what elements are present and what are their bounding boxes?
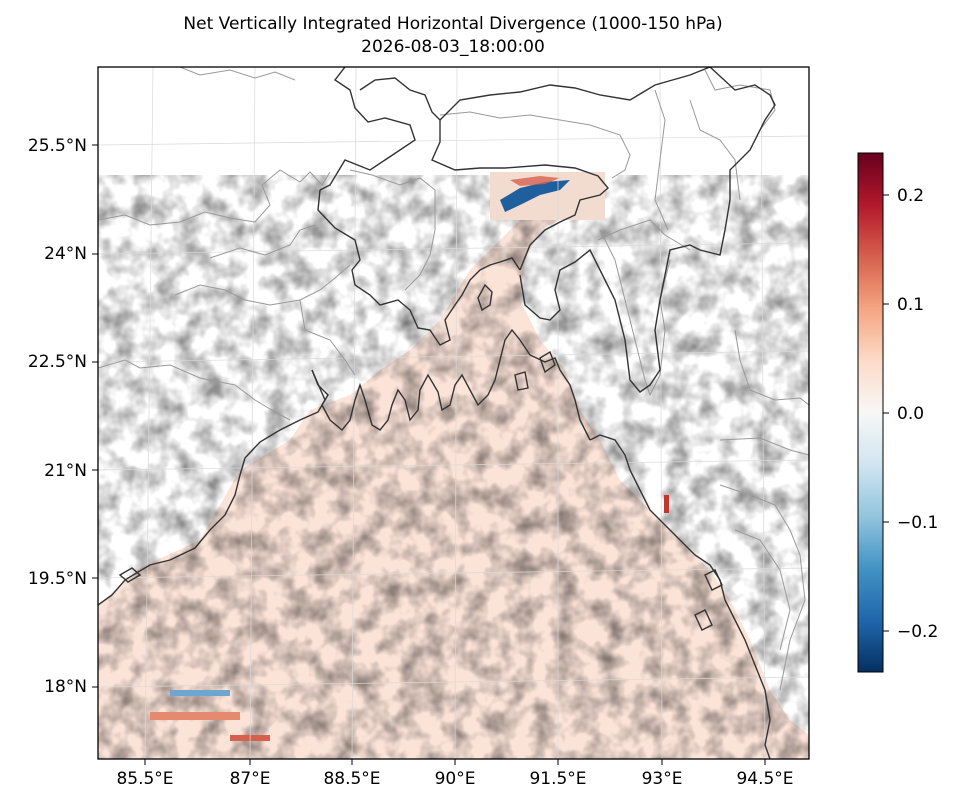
- field-sw-red-1: [150, 712, 240, 720]
- state-borders: [98, 67, 809, 691]
- title-line-1: Net Vertically Integrated Horizontal Div…: [183, 14, 722, 34]
- colorbar: 0.2 0.1 0.0 −0.1 −0.2: [857, 152, 938, 673]
- field-blue-patches: [98, 175, 809, 759]
- lon-label-91-5: 91.5°E: [529, 769, 586, 789]
- lat-labels: 25.5°N 24°N 22.5°N 21°N 19.5°N 18°N: [28, 136, 87, 697]
- lat-label-25-5: 25.5°N: [28, 136, 87, 156]
- lon-label-94-5: 94.5°E: [736, 769, 793, 789]
- field-chittagong-red: [664, 495, 669, 513]
- field-north-red: [510, 176, 560, 186]
- lat-label-21: 21°N: [44, 461, 87, 481]
- lat-label-19-5: 19.5°N: [28, 569, 87, 589]
- colorbar-tick-0-0: 0.0: [897, 404, 924, 424]
- field-sw-blue-1: [170, 690, 230, 696]
- lon-label-90: 90°E: [435, 769, 476, 789]
- colorbar-tick-0-2: 0.2: [897, 186, 924, 206]
- field-north-blue: [500, 180, 570, 212]
- colorbar-tick-neg-0-2: −0.2: [897, 622, 938, 642]
- colorbar-tick-0-1: 0.1: [897, 295, 924, 315]
- map-frame: [97, 66, 810, 760]
- map-tick-marks: [92, 144, 766, 765]
- lat-label-22-5: 22.5°N: [28, 352, 87, 372]
- map-panel: [98, 67, 809, 759]
- colorbar-bar: [857, 152, 884, 673]
- coastline-and-national-borders: [98, 67, 776, 759]
- lon-label-93: 93°E: [642, 769, 683, 789]
- lat-label-18: 18°N: [44, 677, 87, 697]
- lon-label-87: 87°E: [230, 769, 271, 789]
- lat-label-24: 24°N: [44, 244, 87, 264]
- colorbar-ticks: [883, 194, 889, 632]
- lon-label-88-5: 88.5°E: [323, 769, 380, 789]
- title-line-2: 2026-08-03_18:00:00: [361, 37, 545, 57]
- colorbar-tick-neg-0-1: −0.1: [897, 513, 938, 533]
- lon-labels: 85.5°E 87°E 88.5°E 90°E 91.5°E 93°E 94.5…: [116, 769, 793, 789]
- lon-label-85-5: 85.5°E: [116, 769, 173, 789]
